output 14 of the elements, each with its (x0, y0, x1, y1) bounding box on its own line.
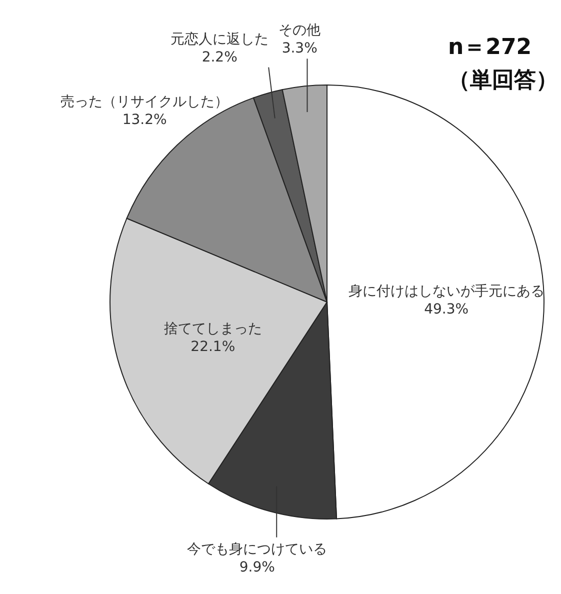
data-label: 3.3% (282, 40, 318, 57)
slice-label: 今でも身につけている (187, 541, 328, 558)
text: n＝272 (448, 35, 532, 60)
data-label: 9.9% (239, 559, 275, 576)
data-label: 2.2% (202, 49, 238, 66)
slice-label: その他 (278, 22, 321, 39)
data-label: 13.2% (122, 112, 167, 128)
slice-label: 売った（リサイクルした） (60, 94, 229, 110)
slice-label: 元恋人に返した (170, 31, 269, 48)
slice-label: 捨ててしまった (164, 321, 262, 338)
text: （単回答） (448, 68, 558, 93)
slice-label: 身に付けはしないが手元にある (348, 283, 544, 300)
data-label: 49.3% (424, 301, 469, 318)
data-label: 22.1% (190, 339, 236, 356)
